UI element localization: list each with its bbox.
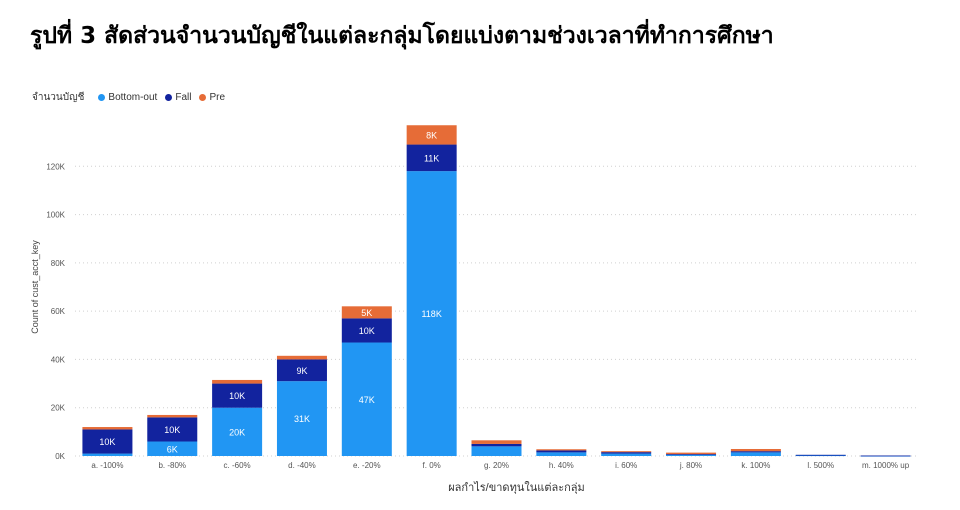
- bar-segment-pre: [341, 306, 392, 319]
- bar-segment-bottomout: [471, 446, 522, 456]
- legend-title: จำนวนบัญชี: [32, 92, 85, 103]
- x-tick-label: i. 60%: [615, 461, 637, 470]
- bar-segment-pre: [212, 379, 263, 384]
- data-label: 47K: [359, 395, 375, 405]
- data-label: 20K: [229, 427, 245, 437]
- bar-segment-bottomout: [147, 441, 198, 456]
- y-tick-label: 120K: [46, 162, 65, 171]
- bar-segment-bottomout: [795, 455, 846, 457]
- data-label: 9K: [296, 366, 307, 376]
- bar-segment-fall: [795, 454, 846, 456]
- legend-item-bottom-out[interactable]: Bottom-out: [98, 92, 157, 103]
- data-label: 10K: [164, 425, 180, 435]
- bar-segment-pre: [147, 414, 198, 418]
- bar-segment-bottomout: [536, 452, 587, 456]
- bar-segment-fall: [860, 455, 911, 457]
- data-label: 11K: [424, 153, 439, 163]
- x-tick-label: j. 80%: [679, 461, 702, 470]
- bar-segment-fall: [212, 383, 263, 408]
- bar-segment-bottomout: [666, 454, 717, 456]
- x-tick-label: e. -20%: [353, 461, 381, 470]
- bar-segment-pre: [601, 451, 652, 453]
- bar-segment-fall: [406, 144, 457, 172]
- legend-label-pre: Pre: [209, 92, 226, 103]
- data-label: 118K: [421, 309, 441, 319]
- x-tick-label: a. -100%: [91, 461, 123, 470]
- y-tick-label: 20K: [51, 404, 66, 413]
- x-tick-label: f. 0%: [423, 461, 441, 470]
- data-label: 6K: [167, 444, 178, 454]
- legend-dot-bottom-out: [98, 94, 106, 101]
- x-tick-label: b. -80%: [158, 461, 186, 470]
- legend-item-pre[interactable]: Pre: [199, 92, 225, 103]
- data-label: 8K: [426, 130, 437, 140]
- bar-segment-fall: [471, 443, 522, 447]
- bar-segment-bottomout: [276, 381, 327, 456]
- x-tick-label: g. 20%: [484, 461, 509, 470]
- x-tick-label: h. 40%: [549, 461, 574, 470]
- bar-segment-fall: [666, 454, 717, 455]
- legend-label-fall: Fall: [175, 92, 192, 103]
- bar-segment-pre: [276, 355, 327, 360]
- bar-segment-bottomout: [730, 452, 781, 456]
- bar-segment-fall: [536, 450, 587, 453]
- bar-segment-bottomout: [601, 453, 652, 456]
- legend-dot-fall: [165, 94, 173, 101]
- legend-label-bottom-out: Bottom-out: [108, 92, 158, 103]
- bar-segment-fall: [730, 451, 781, 453]
- y-tick-label: 100K: [46, 211, 65, 220]
- x-tick-label: k. 100%: [741, 461, 770, 470]
- x-axis-title: ผลกำไร/ขาดทุนในแต่ละกลุ่ม: [448, 481, 585, 494]
- bar-segment-fall: [276, 359, 327, 382]
- bar-segment-bottomout: [341, 342, 392, 456]
- bar-segment-pre: [82, 427, 133, 430]
- legend-dot-pre: [199, 94, 207, 101]
- data-label: 10K: [229, 391, 245, 401]
- bar-segment-fall: [601, 452, 652, 454]
- bar-segment-fall: [82, 429, 133, 454]
- y-tick-label: 80K: [51, 259, 66, 268]
- chart-title: รูปที่ 3 สัดส่วนจำนวนบัญชีในแต่ละกลุ่มโด…: [30, 23, 774, 49]
- legend: จำนวนบัญชี Bottom-out Fall Pre: [32, 90, 233, 105]
- bar-segment-bottomout: [82, 453, 133, 456]
- x-tick-label: m. 1000% up: [862, 461, 910, 470]
- y-tick-label: 0K: [55, 452, 65, 461]
- y-tick-label: 40K: [51, 355, 66, 364]
- bar-segment-pre: [536, 449, 587, 451]
- bar-segment-bottomout: [406, 171, 457, 456]
- bar-segment-pre: [730, 448, 781, 452]
- bar-segment-fall: [341, 318, 392, 343]
- x-tick-label: c. -60%: [224, 461, 251, 470]
- data-label: 10K: [99, 437, 115, 447]
- bar-segment-pre: [666, 452, 717, 455]
- bar-segment-fall: [147, 417, 198, 442]
- bar-segment-pre: [406, 125, 457, 145]
- y-tick-label: 60K: [51, 307, 66, 316]
- x-tick-label: d. -40%: [288, 461, 316, 470]
- data-label: 10K: [359, 326, 375, 336]
- legend-item-fall[interactable]: Fall: [165, 92, 191, 103]
- bar-segment-bottomout: [212, 407, 263, 456]
- x-tick-label: l. 500%: [807, 461, 834, 470]
- y-axis-title: Count of cust_acct_key: [30, 240, 40, 334]
- data-label: 31K: [294, 414, 310, 424]
- bar-segment-pre: [471, 440, 522, 444]
- data-label: 5K: [361, 308, 372, 318]
